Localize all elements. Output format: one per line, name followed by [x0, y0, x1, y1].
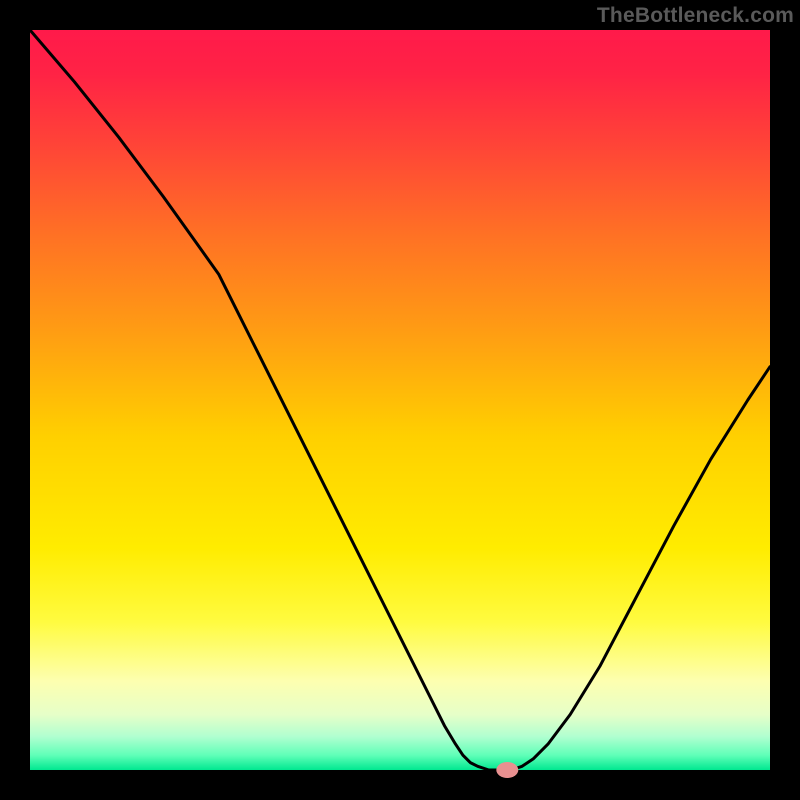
- optimum-marker: [496, 762, 518, 778]
- chart-container: TheBottleneck.com: [0, 0, 800, 800]
- bottleneck-chart: [0, 0, 800, 800]
- watermark-text: TheBottleneck.com: [597, 4, 794, 28]
- plot-background: [30, 30, 770, 770]
